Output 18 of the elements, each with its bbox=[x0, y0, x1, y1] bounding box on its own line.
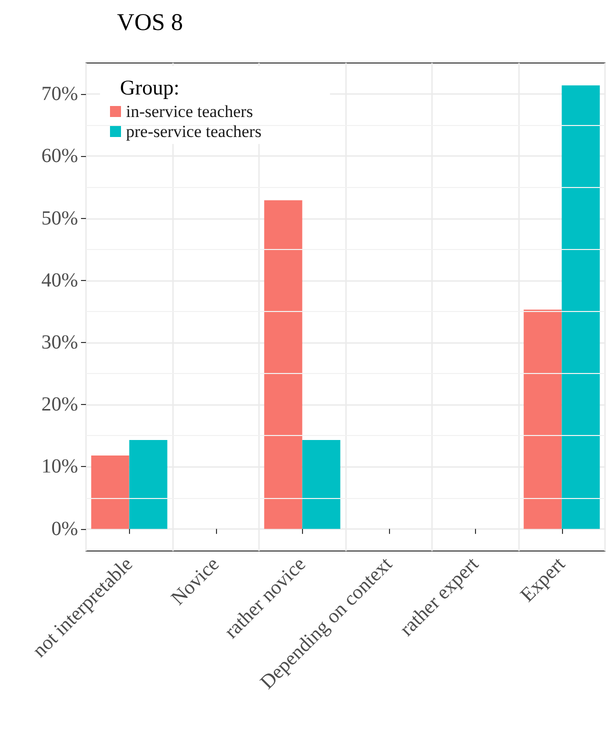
chart-title: VOS 8 bbox=[117, 10, 184, 36]
legend-title: Group: bbox=[120, 76, 180, 100]
y-tick-label: 30% bbox=[41, 331, 78, 354]
bar bbox=[524, 310, 562, 529]
legend-label: in-service teachers bbox=[126, 102, 253, 121]
bar bbox=[129, 440, 168, 529]
y-tick-label: 40% bbox=[41, 269, 78, 292]
y-tick-label: 10% bbox=[41, 456, 78, 478]
y-tick-label: 70% bbox=[41, 83, 78, 106]
y-tick-label: 20% bbox=[41, 394, 78, 416]
bar bbox=[562, 85, 600, 529]
legend-label: pre-service teachers bbox=[126, 122, 262, 141]
y-tick-label: 0% bbox=[51, 518, 78, 540]
bar bbox=[264, 200, 302, 529]
y-tick-label: 60% bbox=[41, 145, 78, 168]
bar bbox=[91, 456, 130, 529]
bar bbox=[302, 440, 340, 529]
y-tick-label: 50% bbox=[41, 207, 78, 230]
